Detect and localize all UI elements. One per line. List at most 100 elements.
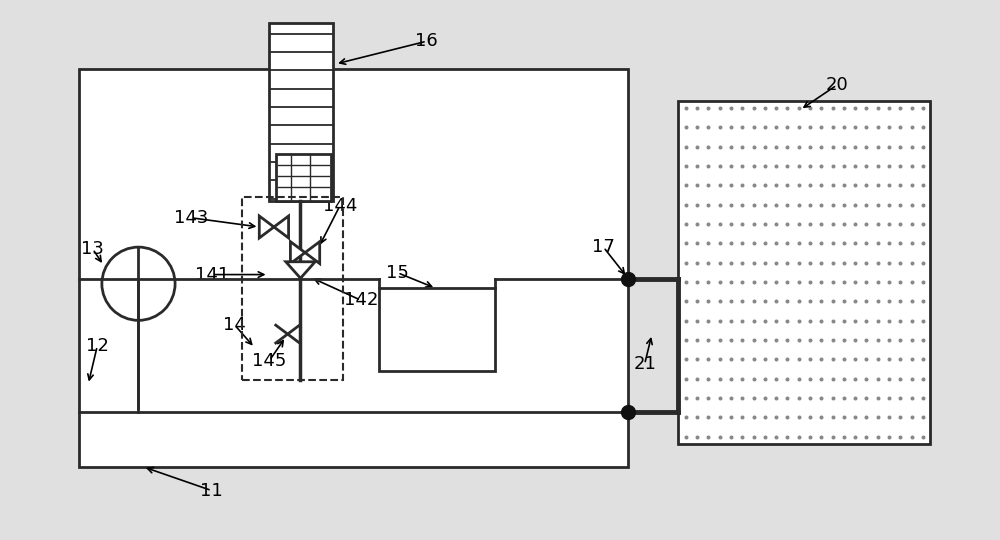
Point bbox=[689, 316, 705, 325]
Point bbox=[700, 143, 716, 151]
Point bbox=[700, 355, 716, 363]
Point bbox=[746, 239, 762, 248]
Point bbox=[689, 374, 705, 383]
Point bbox=[734, 239, 750, 248]
Point bbox=[836, 181, 852, 190]
Point bbox=[757, 104, 773, 112]
Point bbox=[791, 432, 807, 441]
Point bbox=[734, 220, 750, 228]
Point bbox=[712, 239, 728, 248]
Point bbox=[825, 316, 841, 325]
Point bbox=[791, 220, 807, 228]
Point bbox=[825, 278, 841, 286]
Point bbox=[858, 278, 874, 286]
Point bbox=[723, 161, 739, 170]
Point bbox=[723, 104, 739, 112]
Point bbox=[858, 123, 874, 132]
Point bbox=[847, 432, 863, 441]
Bar bbox=[79, 69, 628, 467]
Point bbox=[858, 297, 874, 306]
Point bbox=[700, 123, 716, 132]
Point bbox=[836, 104, 852, 112]
Point bbox=[757, 220, 773, 228]
Point bbox=[881, 220, 897, 228]
Point bbox=[813, 297, 829, 306]
Point bbox=[870, 200, 886, 209]
Point bbox=[892, 336, 908, 345]
Point bbox=[836, 123, 852, 132]
Text: 17: 17 bbox=[592, 238, 615, 256]
Point bbox=[813, 374, 829, 383]
Point bbox=[825, 220, 841, 228]
Point bbox=[813, 336, 829, 345]
Point bbox=[858, 355, 874, 363]
Point bbox=[746, 161, 762, 170]
Point bbox=[746, 374, 762, 383]
Point bbox=[723, 200, 739, 209]
Point bbox=[779, 143, 795, 151]
Point bbox=[904, 374, 920, 383]
Point bbox=[836, 161, 852, 170]
Point bbox=[791, 355, 807, 363]
Point bbox=[768, 297, 784, 306]
Point bbox=[723, 432, 739, 441]
Point bbox=[712, 161, 728, 170]
Point bbox=[825, 374, 841, 383]
Point bbox=[881, 181, 897, 190]
Point bbox=[870, 316, 886, 325]
Point bbox=[836, 200, 852, 209]
Point bbox=[892, 394, 908, 402]
Point bbox=[813, 278, 829, 286]
Point bbox=[836, 220, 852, 228]
Point bbox=[813, 104, 829, 112]
Point bbox=[892, 432, 908, 441]
Point bbox=[802, 258, 818, 267]
Point bbox=[858, 239, 874, 248]
Point bbox=[904, 143, 920, 151]
Point bbox=[779, 239, 795, 248]
Bar bbox=[269, 23, 333, 201]
Point bbox=[813, 355, 829, 363]
Point bbox=[892, 123, 908, 132]
Point bbox=[689, 200, 705, 209]
Point bbox=[825, 258, 841, 267]
Point bbox=[689, 297, 705, 306]
Point bbox=[825, 104, 841, 112]
Point bbox=[768, 413, 784, 422]
Point bbox=[892, 181, 908, 190]
Point bbox=[689, 355, 705, 363]
Point bbox=[791, 413, 807, 422]
Point bbox=[746, 104, 762, 112]
Point bbox=[870, 220, 886, 228]
Point bbox=[802, 200, 818, 209]
Point bbox=[870, 297, 886, 306]
Point bbox=[768, 278, 784, 286]
Point bbox=[802, 413, 818, 422]
Point bbox=[892, 297, 908, 306]
Point bbox=[892, 161, 908, 170]
Point bbox=[768, 161, 784, 170]
Point bbox=[802, 161, 818, 170]
Point bbox=[915, 104, 931, 112]
Point bbox=[813, 394, 829, 402]
Point bbox=[802, 220, 818, 228]
Point bbox=[723, 123, 739, 132]
Point bbox=[779, 355, 795, 363]
Point bbox=[678, 278, 694, 286]
Point bbox=[892, 239, 908, 248]
Point bbox=[746, 394, 762, 402]
Point bbox=[870, 432, 886, 441]
Point bbox=[723, 336, 739, 345]
Point bbox=[813, 220, 829, 228]
Point bbox=[768, 258, 784, 267]
Point bbox=[802, 374, 818, 383]
Point bbox=[678, 374, 694, 383]
Point bbox=[689, 336, 705, 345]
Point bbox=[858, 181, 874, 190]
Text: 15: 15 bbox=[386, 264, 409, 282]
Point bbox=[746, 297, 762, 306]
Point bbox=[746, 432, 762, 441]
Point bbox=[734, 316, 750, 325]
Point bbox=[678, 161, 694, 170]
Point bbox=[734, 355, 750, 363]
